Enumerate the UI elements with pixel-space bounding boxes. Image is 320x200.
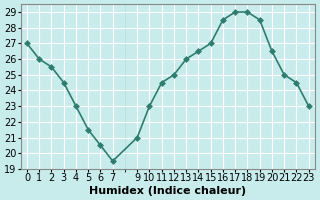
X-axis label: Humidex (Indice chaleur): Humidex (Indice chaleur) — [89, 186, 246, 196]
